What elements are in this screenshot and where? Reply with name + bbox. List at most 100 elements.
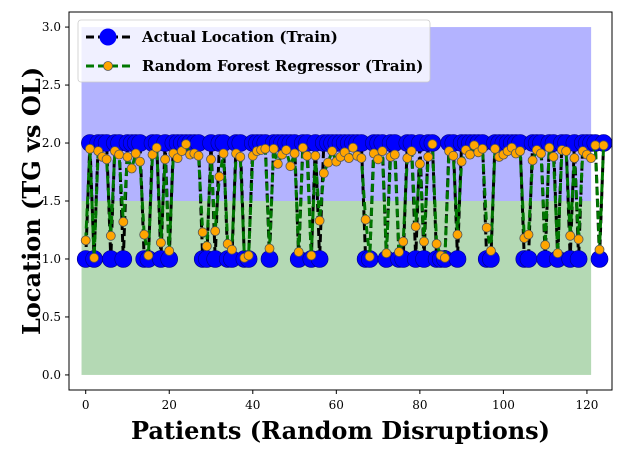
series-1-point	[439, 252, 450, 263]
series-1-point	[293, 247, 304, 257]
y-axis-title: Location (TG vs OL)	[17, 67, 46, 335]
series-1-point	[465, 149, 475, 160]
series-1-point	[118, 216, 129, 227]
series-1-point	[281, 145, 292, 155]
series-1-point	[389, 149, 400, 160]
series-1-point	[306, 250, 317, 261]
series-1-point	[130, 148, 141, 159]
y-tick-label: 3.0	[42, 20, 61, 34]
series-1-point	[456, 156, 467, 167]
series-1-point	[586, 153, 596, 164]
series-1-point	[573, 234, 584, 245]
series-1-point	[448, 150, 459, 161]
series-1-point	[348, 142, 358, 153]
x-tick-label: 120	[575, 398, 598, 412]
series-1-point	[373, 154, 384, 165]
series-1-point	[260, 143, 271, 154]
series-1-point	[561, 146, 571, 157]
series-1-point	[122, 151, 133, 162]
band-0	[81, 201, 592, 375]
series-1-point	[164, 245, 175, 256]
series-1-point	[490, 143, 500, 154]
series-1-point	[89, 252, 99, 263]
x-axis-title: Patients (Random Disruptions)	[131, 416, 550, 445]
x-axis-ticks: 0 20 40 60 80 100 120	[82, 390, 598, 412]
series-1-point	[272, 158, 283, 169]
series-1-point	[356, 153, 367, 164]
series-1-point	[218, 148, 229, 159]
series-1-point	[515, 146, 525, 157]
series-1-point	[598, 140, 609, 151]
x-tick-label: 80	[412, 398, 427, 412]
series-1-point	[135, 156, 145, 167]
series-1-point	[310, 150, 321, 161]
legend-actual-marker	[99, 28, 117, 46]
series-1-point	[323, 157, 333, 168]
series-1-point	[297, 142, 308, 153]
series-1-point	[406, 146, 417, 157]
legend-random-forest-marker	[103, 61, 113, 71]
x-tick-label: 20	[162, 398, 177, 412]
series-1-point	[540, 240, 551, 251]
series-1-point	[264, 243, 275, 254]
series-1-point	[302, 150, 313, 161]
series-1-point	[523, 229, 534, 240]
series-1-point	[126, 163, 137, 174]
series-1-point	[85, 143, 95, 154]
series-0-point	[448, 250, 467, 268]
series-1-point	[419, 236, 429, 247]
series-0-point	[114, 250, 133, 268]
series-1-point	[427, 139, 438, 150]
x-tick-label: 0	[82, 398, 90, 412]
series-1-point	[552, 248, 563, 259]
legend-actual-label: Actual Location (Train)	[141, 28, 338, 46]
series-1-point	[155, 237, 166, 248]
y-tick-label: 2.0	[42, 136, 61, 150]
y-axis-ticks: 0.0 0.5 1.0 1.5 2.0 2.5 3.0	[42, 20, 69, 382]
series-1-point	[151, 142, 162, 153]
series-1-point	[569, 153, 580, 164]
series-1-point	[360, 214, 371, 225]
x-tick-label: 100	[492, 398, 515, 412]
series-0-point	[569, 250, 588, 268]
series-1-point	[477, 143, 488, 154]
series-1-point	[410, 221, 421, 232]
series-1-point	[143, 250, 154, 261]
x-tick-label: 40	[245, 398, 260, 412]
series-1-point	[214, 171, 225, 182]
series-1-point	[548, 151, 559, 162]
y-tick-label: 0.0	[42, 368, 61, 382]
series-1-point	[289, 148, 300, 159]
series-1-point	[105, 230, 116, 241]
series-1-point	[481, 222, 492, 233]
series-1-point	[377, 146, 388, 157]
legend: Actual Location (Train) Random Forest Re…	[77, 19, 431, 83]
series-1-point	[544, 142, 555, 153]
random-forest-markers	[80, 139, 609, 263]
series-1-point	[114, 149, 124, 160]
series-1-point	[318, 168, 329, 179]
y-tick-label: 1.5	[42, 194, 61, 208]
series-1-point	[431, 238, 442, 249]
series-1-point	[226, 244, 237, 255]
series-1-point	[160, 154, 171, 165]
series-1-point	[527, 155, 538, 166]
series-1-point	[268, 143, 279, 154]
y-tick-label: 0.5	[42, 310, 61, 324]
series-1-point	[414, 158, 425, 169]
series-1-point	[193, 150, 204, 161]
y-tick-label: 2.5	[42, 78, 61, 92]
series-1-point	[343, 153, 354, 164]
series-1-point	[80, 235, 91, 246]
x-tick-label: 60	[329, 398, 344, 412]
series-1-point	[243, 250, 254, 261]
series-1-point	[364, 251, 375, 262]
series-1-point	[594, 244, 605, 255]
series-1-point	[423, 151, 434, 162]
series-1-point	[206, 154, 216, 165]
series-1-point	[485, 245, 496, 256]
series-1-point	[235, 151, 246, 162]
legend-random-forest-label: Random Forest Regressor (Train)	[142, 57, 423, 75]
series-1-point	[201, 241, 212, 252]
